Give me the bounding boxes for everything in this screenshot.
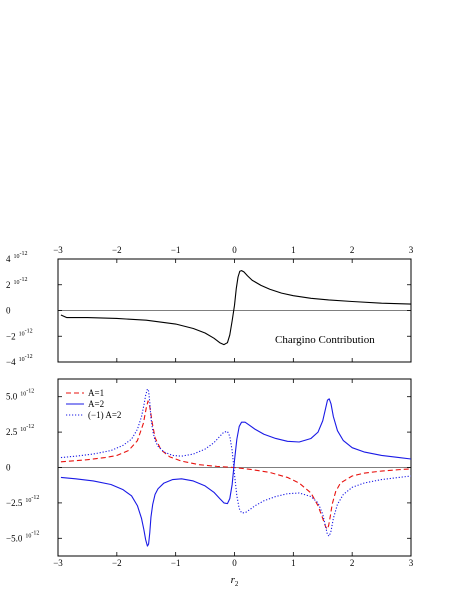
series-line--1-a-2-2 bbox=[60, 388, 411, 537]
legend-label: A=1 bbox=[88, 388, 104, 398]
x-tick-label: 3 bbox=[409, 245, 414, 255]
y-tick-label: 4 10-12 bbox=[6, 251, 28, 264]
y-tick-label: −4 10-12 bbox=[6, 354, 33, 367]
x-tick-label: 1 bbox=[291, 245, 296, 255]
y-tick-label: 0 bbox=[6, 463, 11, 473]
x-tick-label: 0 bbox=[232, 245, 237, 255]
y-tick-label: −2 10-12 bbox=[6, 328, 33, 341]
x-tick-label: −2 bbox=[112, 558, 122, 568]
series-group bbox=[60, 270, 411, 346]
x-tick-label: −3 bbox=[53, 245, 63, 255]
x-tick-label: 2 bbox=[350, 245, 355, 255]
y-tick-label: 2.5 10-12 bbox=[6, 424, 34, 437]
x-tick-label: −3 bbox=[53, 558, 63, 568]
x-tick-label: 0 bbox=[232, 558, 237, 568]
x-tick-label: 3 bbox=[409, 558, 414, 568]
x-tick-label: 1 bbox=[291, 558, 296, 568]
y-tick-label: 5.0 10-12 bbox=[6, 389, 34, 402]
coupling-panel: −3 −2 −1 0 1 2 3 5.0 10-12 2.5 10-12 0 −2.5 10-12 −5.0… bbox=[6, 378, 414, 588]
chargino-panel: −3 −2 −1 0 1 2 3 4 10-12 2 10-12 0 −2 10-12 −4 10-12 Cha… bbox=[6, 245, 414, 367]
series-group bbox=[60, 388, 411, 547]
series-line-chargino-0 bbox=[60, 270, 411, 346]
x-tick-label: −1 bbox=[171, 558, 181, 568]
y-tick-label: −5.0 10-12 bbox=[6, 530, 39, 543]
y-tick-label: 2 10-12 bbox=[6, 277, 28, 290]
series-line-a-1-0 bbox=[60, 400, 411, 530]
x-tick-label: −2 bbox=[112, 245, 122, 255]
x-tick-label: −1 bbox=[171, 245, 181, 255]
x-tick-label: 2 bbox=[350, 558, 355, 568]
legend-label: A=2 bbox=[88, 399, 104, 409]
legend-label: (−1) A=2 bbox=[88, 410, 121, 420]
y-tick-label: 0 bbox=[6, 306, 11, 316]
y-tick-label: −2.5 10-12 bbox=[6, 495, 39, 508]
x-axis-label: r2 bbox=[231, 574, 239, 588]
chargino-annotation: Chargino Contribution bbox=[275, 334, 375, 346]
series-line-a-2-1 bbox=[60, 398, 411, 547]
